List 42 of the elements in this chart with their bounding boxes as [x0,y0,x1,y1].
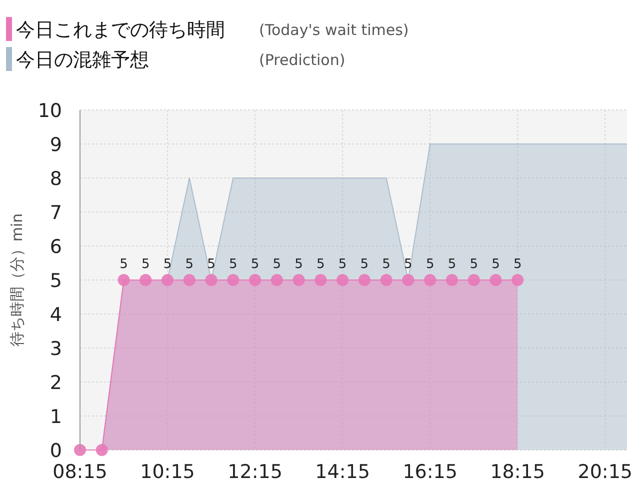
legend-label: 今日これまでの待ち時間 [16,19,225,41]
x-tick-label: 10:15 [140,461,195,483]
text: (Today's wait times) [259,21,409,39]
y-tick-label: 6 [50,236,62,258]
data-label: 5 [360,257,369,272]
data-label: 5 [272,257,282,272]
data-label: 5 [404,257,412,272]
y-tick-label: 3 [50,338,62,360]
x-tick-label: 18:15 [490,461,545,483]
y-tick-label: 0 [50,440,62,462]
text: (Prediction) [259,51,346,69]
x-tick-label: 14:15 [315,461,370,483]
x-tick-label: 08:15 [52,461,108,483]
data-label: 5 [448,257,456,272]
y-tick-label: 2 [50,372,62,394]
y-tick-label: 5 [50,270,62,292]
data-label: 5 [513,257,522,272]
y-axis-title: 待ち時間（分）min [8,213,26,347]
y-tick-label: 8 [50,168,62,190]
y-tick-label: 10 [38,100,62,122]
data-label: 5 [382,257,390,272]
data-label: 5 [294,257,303,272]
y-tick-label: 4 [50,304,62,326]
data-label: 5 [338,257,347,272]
data-label: 5 [120,257,128,272]
data-label: 5 [426,257,434,272]
legend-label: 今日の混雑予想 [16,49,149,71]
data-label: 5 [250,257,260,272]
data-label: 5 [316,257,325,272]
data-label: 5 [470,257,478,272]
data-label: 5 [229,257,238,272]
x-tick-label: 20:15 [578,461,633,483]
y-tick-label: 9 [50,134,62,156]
x-tick-label: 16:15 [402,461,458,483]
y-tick-label: 7 [50,202,62,224]
data-label: 5 [185,257,194,272]
data-label: 5 [163,257,172,272]
data-label: 5 [492,257,500,272]
y-tick-label: 1 [50,406,62,428]
data-label: 5 [142,257,150,272]
x-tick-label: 12:15 [228,461,282,483]
data-label: 5 [207,257,216,272]
